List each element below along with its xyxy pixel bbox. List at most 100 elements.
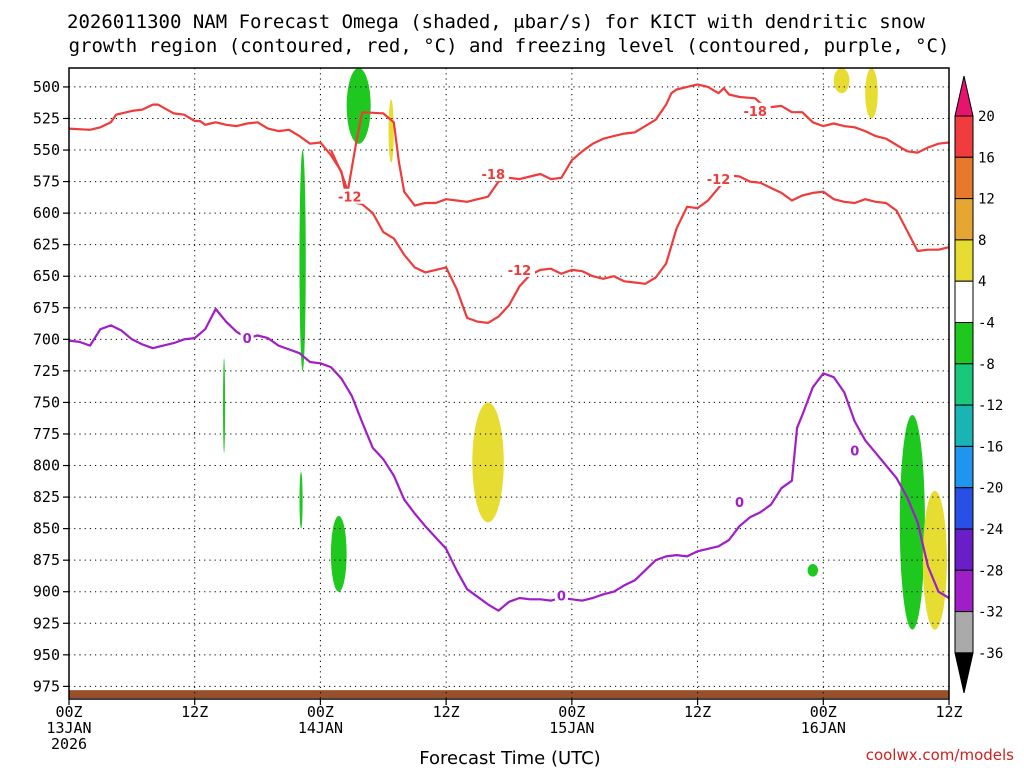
colorbar-segment-1 <box>954 156 974 200</box>
omega-region-9 <box>833 68 850 94</box>
y-tick-label-650: 650 <box>33 267 60 285</box>
colorbar-segment-0 <box>954 115 974 158</box>
omega-region-8 <box>807 563 819 577</box>
y-tick-label-525: 525 <box>33 109 60 127</box>
x-tick-label-12-1: 12Z <box>181 703 208 721</box>
omega-region-4 <box>223 358 226 453</box>
contour-label-bg-0-1 <box>739 102 771 118</box>
y-tick-label-875: 875 <box>33 551 60 569</box>
colorbar-label-11: -28 <box>978 563 1003 579</box>
chart-title-line-1: 2026011300 NAM Forecast Omega (shaded, μ… <box>67 11 925 33</box>
x-tick-label-48-1: 00Z <box>558 703 585 721</box>
x-tick-label-60-1: 12Z <box>684 703 711 721</box>
x-tick-label-36-1: 12Z <box>433 703 460 721</box>
colorbar-segment-3 <box>954 239 974 282</box>
y-tick-label-500: 500 <box>33 78 60 96</box>
colorbar-label-1: 16 <box>978 150 995 166</box>
contour-label-1-2: -12 <box>707 173 731 188</box>
x-tick-label-0-3: 2026 <box>51 735 87 753</box>
grid-lines <box>69 68 949 699</box>
contour-label-bg-0-0 <box>477 166 509 182</box>
contour-label-0-0: -18 <box>482 168 506 183</box>
y-tick-label-775: 775 <box>33 425 60 443</box>
y-tick-label-700: 700 <box>33 330 60 348</box>
contour-label-2-2: 0 <box>735 496 744 511</box>
colorbar-label-4: 4 <box>978 274 986 290</box>
y-tick-label-925: 925 <box>33 614 60 632</box>
contour-lines <box>68 83 950 612</box>
colorbar-label-3: 8 <box>978 233 986 249</box>
contour-label-0-1: -18 <box>743 105 767 120</box>
contour-label-bg-2-3 <box>848 442 862 458</box>
colorbar-segment-12 <box>954 611 974 654</box>
y-tick-label-800: 800 <box>33 457 60 475</box>
y-tick-label-850: 850 <box>33 520 60 538</box>
colorbar-bottom-arrow <box>954 652 974 694</box>
colorbar-segment-4 <box>954 280 974 324</box>
y-tick-label-575: 575 <box>33 173 60 191</box>
y-axis: 500 525 550 575 600 625 650 675 700 725 750 775 800 8… <box>33 78 69 695</box>
contour-label-1-0: -12 <box>338 191 362 206</box>
chart-title-line-2: growth region (contoured, red, °C) and f… <box>69 35 950 57</box>
omega-region-3 <box>299 150 306 371</box>
x-axis-label: Forecast Time (UTC) <box>419 748 600 768</box>
y-tick-label-675: 675 <box>33 299 60 317</box>
x-tick-label-72-2: 16JAN <box>801 719 846 737</box>
contour-label-bg-2-0 <box>240 330 254 346</box>
omega-region-6 <box>330 516 347 592</box>
omega-region-2 <box>388 99 394 163</box>
colorbar-label-13: -36 <box>978 646 1003 662</box>
colorbar-label-9: -20 <box>978 481 1003 497</box>
x-tick-label-24-2: 14JAN <box>298 719 343 737</box>
y-tick-label-725: 725 <box>33 362 60 380</box>
colorbar-segment-5 <box>954 322 974 365</box>
omega-region-1 <box>346 68 371 144</box>
colorbar-segment-8 <box>954 445 974 489</box>
colorbar-label-6: -8 <box>978 357 995 373</box>
x-tick-label-72-1: 00Z <box>810 703 837 721</box>
colorbar-top-arrow <box>954 75 974 117</box>
colorbar-label-8: -16 <box>978 439 1003 455</box>
y-tick-label-975: 975 <box>33 677 60 695</box>
x-tick-label-84-1: 12Z <box>935 703 962 721</box>
y-tick-label-825: 825 <box>33 488 60 506</box>
y-tick-label-950: 950 <box>33 646 60 664</box>
credit-text: coolwx.com/models <box>866 746 1014 764</box>
colorbar-label-7: -12 <box>978 398 1003 414</box>
omega-region-5 <box>299 471 303 529</box>
x-tick-label-48-2: 15JAN <box>549 719 594 737</box>
contour-label-bg-2-1 <box>554 587 568 603</box>
colorbar-segment-9 <box>954 487 974 530</box>
colorbar-segment-10 <box>954 528 974 571</box>
contour-label-bg-2-2 <box>732 494 746 510</box>
contour-line-1 <box>329 149 950 324</box>
contour-label-2-1: 0 <box>557 590 566 605</box>
x-tick-label-0-1: 00Z <box>55 703 82 721</box>
contour-label-2-0: 0 <box>243 332 252 347</box>
ground-band <box>69 690 949 698</box>
contour-label-1-1: -12 <box>508 264 532 279</box>
omega-region-13 <box>922 490 947 630</box>
colorbar-segment-2 <box>954 198 974 241</box>
colorbar-label-2: 12 <box>978 192 995 208</box>
contour-line-2 <box>68 307 950 612</box>
contour-labels: -18 -18 -12 -12 -12 0 0 0 0 <box>240 102 862 605</box>
omega-region-10 <box>865 68 878 119</box>
contour-label-bg-1-2 <box>703 171 735 187</box>
omega-region-12 <box>899 415 925 630</box>
ground-layer <box>69 690 949 698</box>
contour-line-0 <box>68 83 950 207</box>
colorbar: 20 16 12 8 4 -4 -8 -12 -16 -20 -24 -28 -32 -36 <box>954 75 1003 694</box>
y-tick-label-550: 550 <box>33 141 60 159</box>
colorbar-segment-11 <box>954 569 974 613</box>
omega-region-7 <box>472 402 504 523</box>
colorbar-segment-6 <box>954 363 974 406</box>
y-tick-label-750: 750 <box>33 393 60 411</box>
plot-frame <box>68 67 950 700</box>
colorbar-label-10: -24 <box>978 522 1003 538</box>
colorbar-label-0: 20 <box>978 109 995 125</box>
colorbar-label-5: -4 <box>978 316 995 332</box>
omega-shading <box>223 68 947 630</box>
